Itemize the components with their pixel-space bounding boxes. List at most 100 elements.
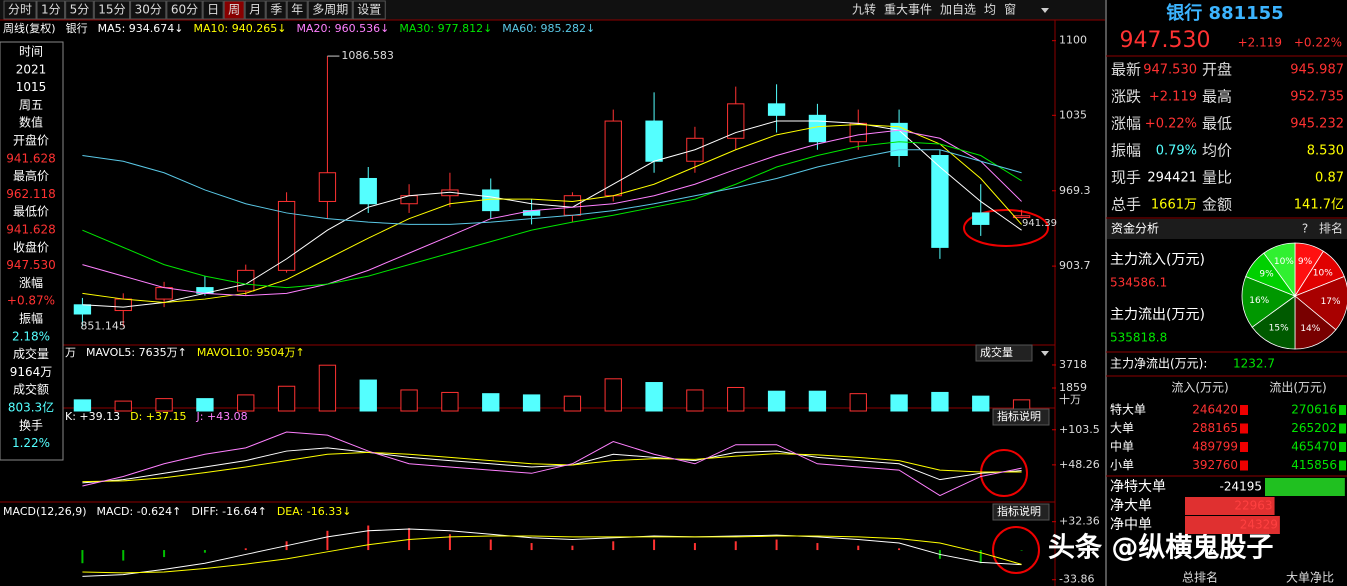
tool-button[interactable]: 九转 (852, 2, 876, 17)
flow-swatch (1240, 405, 1248, 415)
pie-slice (1251, 295, 1296, 350)
rank-button[interactable]: 排名 (1319, 221, 1343, 236)
flow-out: 465470 (1291, 440, 1337, 454)
series-line (82, 447, 1022, 484)
quote-value: 294421 (1147, 171, 1197, 186)
tab-box (265, 0, 287, 20)
flow-in: 288165 (1192, 421, 1238, 435)
y-tick-label: +32.36 (1059, 515, 1100, 528)
tab-box (307, 0, 353, 20)
info-item: 941.628 (6, 223, 56, 237)
period-tab[interactable]: 5分 (70, 3, 90, 17)
period-tab[interactable]: 年 (291, 3, 303, 17)
indicator-button[interactable]: 成交量 (980, 345, 1013, 359)
pie-label: 9% (1298, 257, 1313, 267)
quote-value: 8.530 (1307, 144, 1344, 159)
tool-button[interactable]: 加自选 (940, 3, 976, 17)
legend-entry: MAVOL5: 7635万↑ (86, 346, 187, 359)
pie-label: 10% (1313, 269, 1333, 279)
quote-value: 1661万 (1151, 198, 1197, 213)
quote-value: 947.530 (1143, 63, 1197, 78)
net-value: -24195 (1219, 480, 1262, 494)
outflow-value: 535818.8 (1110, 331, 1167, 345)
pie-label: 16% (1249, 296, 1269, 306)
candle-body (563, 195, 582, 216)
info-item: 941.628 (6, 151, 56, 165)
quote-label: 现手 (1111, 169, 1141, 187)
quote-label: 量比 (1202, 169, 1232, 187)
volume-bar (482, 393, 500, 412)
quote-change: +2.119 (1238, 36, 1282, 50)
candle-body (318, 172, 337, 202)
flow-name: 特大单 (1110, 402, 1146, 417)
quote-label: 最低 (1202, 115, 1232, 133)
info-item: 962.118 (6, 187, 56, 201)
tab-box (223, 0, 245, 20)
volume-bar (767, 390, 786, 412)
quote-label: 开盘 (1202, 61, 1232, 79)
period-tab[interactable]: 设置 (357, 3, 381, 17)
volume-bar (196, 398, 214, 412)
period-tab[interactable]: 30分 (135, 3, 162, 17)
tool-button[interactable]: 窗 (1004, 3, 1016, 17)
help-button[interactable]: ? (1302, 222, 1308, 236)
flow-swatch (1240, 442, 1248, 452)
flow-swatch (1240, 460, 1248, 471)
legend-entry: J: +43.08 (196, 410, 248, 423)
volume-bar (686, 389, 704, 412)
tab-box (286, 0, 308, 20)
info-item: 成交量 (13, 346, 49, 361)
info-item: 1.22% (12, 436, 50, 450)
indicator-button[interactable]: 指标说明 (997, 504, 1041, 518)
button-bg[interactable] (992, 503, 1050, 521)
period-tab[interactable]: 月 (249, 3, 261, 17)
period-tab[interactable]: 多周期 (312, 3, 348, 17)
period-tab[interactable]: 60分 (171, 3, 198, 17)
period-tab[interactable]: 季 (270, 3, 282, 17)
volume-bar (645, 382, 663, 412)
volume-bar (318, 364, 337, 412)
period-tab[interactable]: 分时 (8, 3, 32, 17)
info-panel (0, 41, 64, 461)
tool-button[interactable]: 重大事件 (884, 3, 932, 17)
volume-bar (73, 399, 92, 412)
quote-price: 947.530 (1120, 28, 1211, 53)
period-tab[interactable]: 15分 (98, 3, 125, 17)
candle-body (114, 298, 132, 312)
series-line (82, 124, 1022, 304)
quote-value: 945.987 (1290, 63, 1344, 78)
indicator-button[interactable]: 指标说明 (997, 409, 1041, 423)
quote-label: 总手 (1111, 196, 1141, 214)
candle-body (73, 304, 92, 315)
quote-value: +2.119 (1149, 90, 1197, 105)
tool-button[interactable]: 均 (984, 3, 996, 17)
series-line (82, 535, 1022, 574)
net-name: 净中单 (1110, 517, 1152, 533)
period-tab[interactable]: 1分 (41, 3, 61, 17)
legend-entry: MAVOL10: 9504万↑ (197, 346, 305, 359)
footer-label: 大单净比 (1286, 571, 1334, 585)
candle-body (1012, 215, 1031, 219)
period-tab[interactable]: 周 (228, 3, 240, 17)
column-header: 流出(万元) (1269, 381, 1326, 395)
y-tick-label: 1100 (1059, 34, 1087, 47)
volume-bar (155, 398, 173, 412)
button-bg[interactable] (992, 408, 1050, 426)
tab-box (65, 0, 94, 20)
volume-bar (114, 400, 132, 412)
series-line (82, 129, 1022, 297)
volume-bar (522, 394, 541, 412)
volume-bar (972, 395, 990, 412)
pie-slice (1241, 275, 1296, 328)
quote-name: 银行 881155 (1166, 2, 1283, 24)
info-item: 1015 (16, 80, 47, 94)
dropdown-icon[interactable] (1041, 351, 1049, 356)
info-item: 开盘价 (13, 133, 49, 148)
volume-bar (890, 394, 908, 412)
y-tick-label: 903.7 (1059, 259, 1091, 272)
candle-body (277, 200, 296, 271)
dropdown-icon[interactable] (1041, 8, 1049, 13)
outflow-label: 主力流出(万元) (1110, 307, 1205, 323)
button-bg[interactable] (975, 344, 1033, 362)
period-tab[interactable]: 日 (207, 3, 219, 17)
